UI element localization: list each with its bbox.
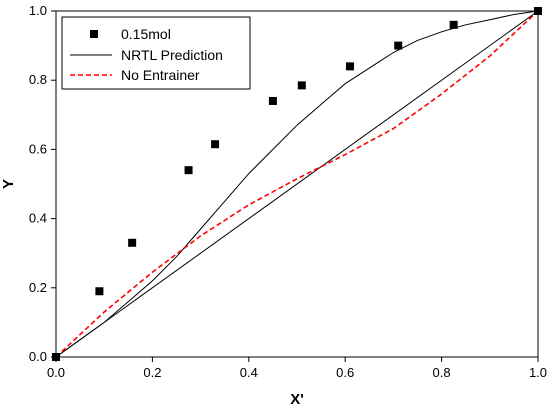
y-tick-label: 0.0 bbox=[29, 349, 47, 364]
legend-box bbox=[61, 16, 251, 90]
legend: 0.15mol NRTL Prediction No Entrainer bbox=[61, 16, 251, 90]
data-point-marker bbox=[449, 20, 458, 29]
legend-label-nrtl: NRTL Prediction bbox=[121, 47, 223, 63]
legend-marker-square bbox=[90, 30, 98, 38]
data-point-marker bbox=[297, 81, 306, 90]
data-point-marker bbox=[534, 7, 542, 15]
x-tick-label: 1.0 bbox=[529, 365, 547, 380]
x-tick-label: 0.2 bbox=[143, 365, 161, 380]
x-tick-label: 0.0 bbox=[47, 365, 65, 380]
data-point-marker bbox=[346, 62, 355, 71]
y-tick-label: 0.2 bbox=[29, 280, 47, 295]
y-tick-label: 0.8 bbox=[29, 72, 47, 87]
x-tick-label: 0.8 bbox=[433, 365, 451, 380]
data-point-marker bbox=[394, 41, 403, 50]
series-line-3 bbox=[55, 10, 539, 358]
series-layer bbox=[52, 7, 542, 361]
series-line-2 bbox=[55, 10, 539, 358]
y-axis-title: Y bbox=[0, 179, 17, 189]
y-tick-label: 0.6 bbox=[29, 141, 47, 156]
ticks-layer: 0.0 0.2 0.4 0.6 0.8 1.0 0.0 0.2 0.4 0.6 0.8 1.0 bbox=[29, 3, 547, 380]
y-tick-label: 1.0 bbox=[29, 3, 47, 18]
data-point-marker bbox=[128, 238, 137, 247]
legend-label-no-entrainer: No Entrainer bbox=[121, 67, 200, 83]
x-tick-label: 0.6 bbox=[336, 365, 354, 380]
x-axis-title: X' bbox=[290, 391, 304, 408]
data-point-marker bbox=[268, 96, 277, 105]
data-point-marker bbox=[184, 166, 193, 175]
data-point-marker bbox=[95, 287, 104, 296]
y-tick-label: 0.4 bbox=[29, 211, 47, 226]
data-point-marker bbox=[52, 353, 60, 361]
series-line-1 bbox=[55, 10, 539, 358]
data-point-marker bbox=[211, 140, 220, 149]
legend-label-0-15mol: 0.15mol bbox=[121, 26, 171, 42]
x-tick-label: 0.4 bbox=[240, 365, 258, 380]
